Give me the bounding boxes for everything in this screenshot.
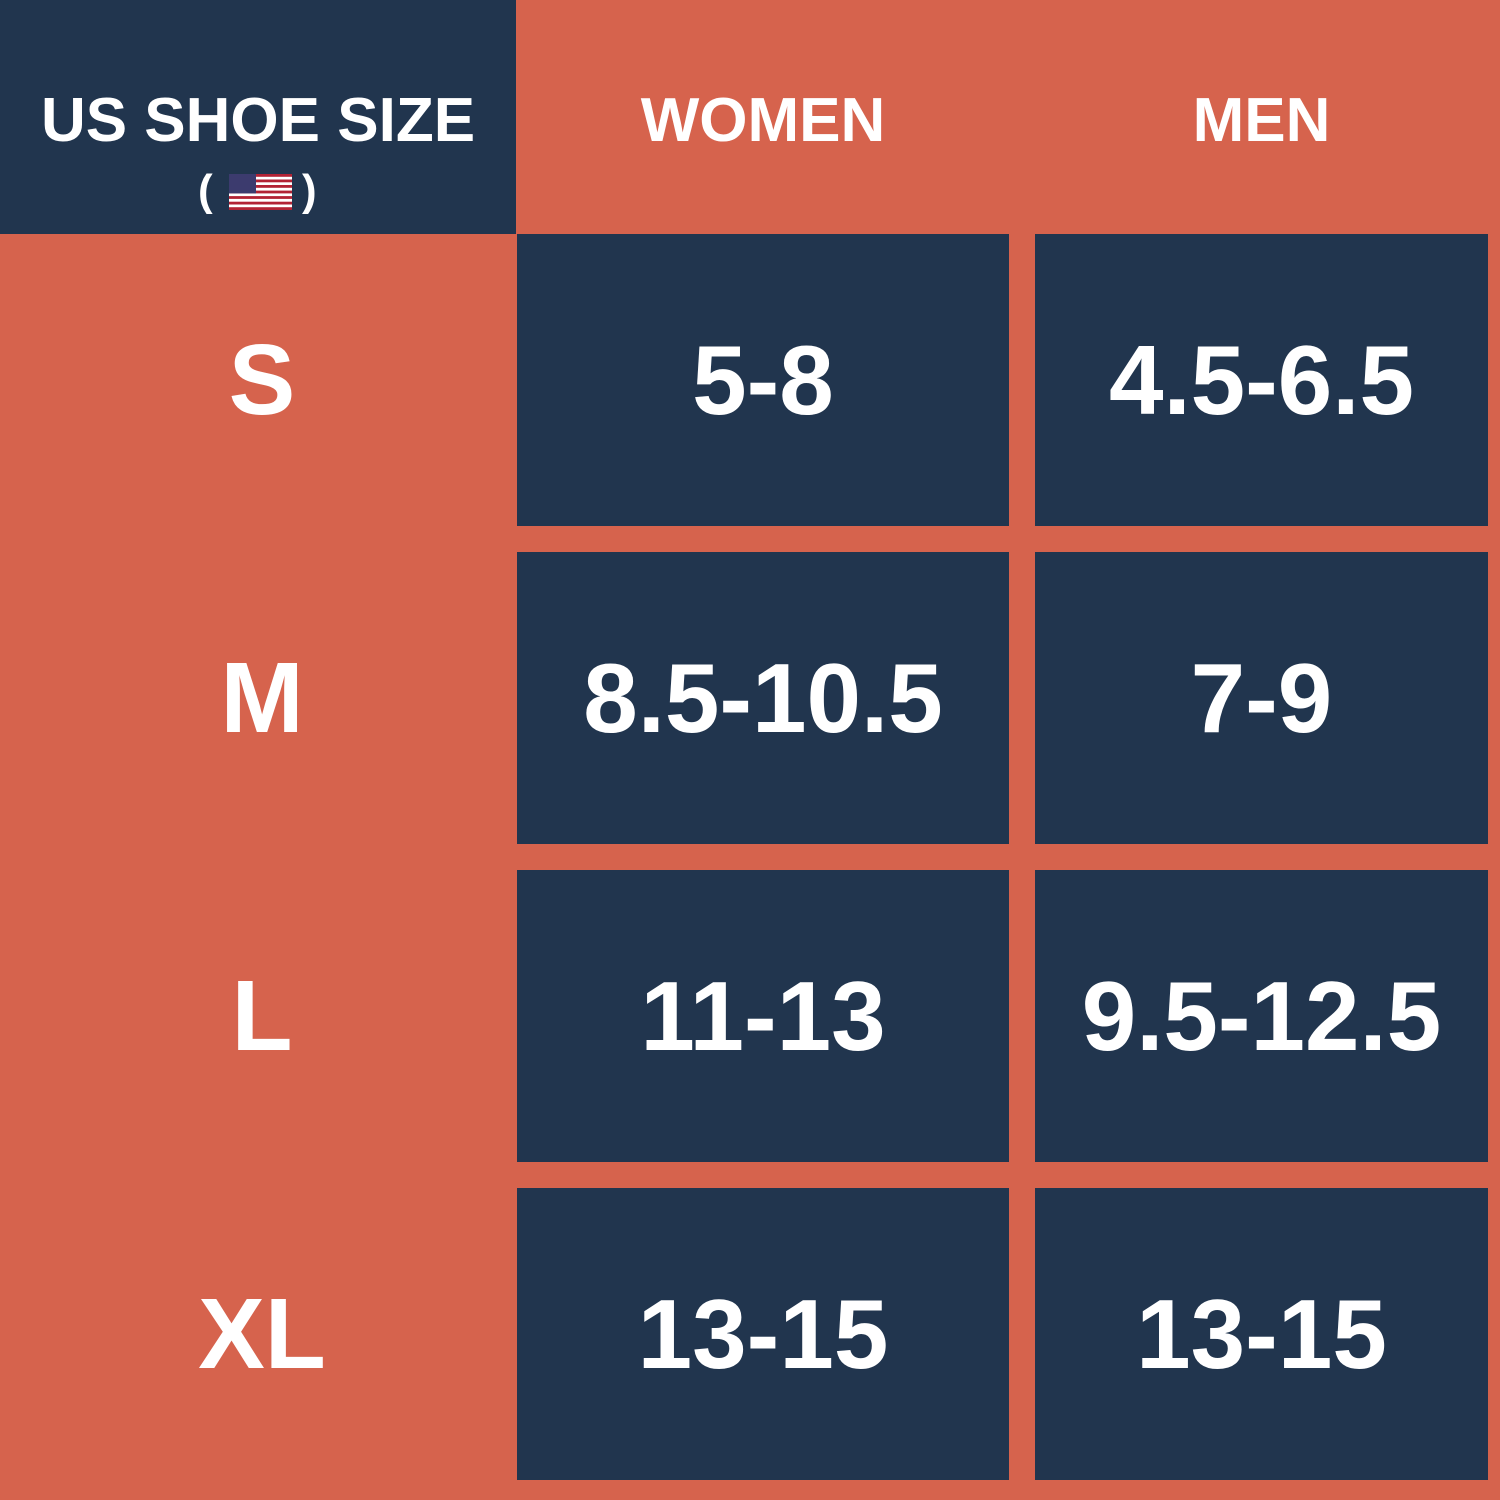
size-cell: 9.5-12.5 — [1035, 870, 1488, 1162]
size-cell: 13-15 — [517, 1188, 1009, 1480]
size-cell: 13-15 — [1035, 1188, 1488, 1480]
size-cell: 5-8 — [517, 234, 1009, 526]
us-flag — [229, 174, 292, 210]
size-cell: 8.5-10.5 — [517, 552, 1009, 844]
size-cell: 4.5-6.5 — [1035, 234, 1488, 526]
row-label: XL — [198, 1277, 326, 1390]
bracket: ) — [302, 166, 317, 215]
size-cell: 7-9 — [1035, 552, 1488, 844]
bracket: ( — [198, 166, 213, 215]
header-title: US SHOE SIZE — [40, 85, 476, 155]
row-label: L — [231, 959, 293, 1072]
row-label: S — [228, 323, 296, 436]
size-cell: 11-13 — [517, 870, 1009, 1162]
row-label: M — [220, 641, 304, 754]
column-header: WOMEN — [640, 85, 886, 155]
column-header: MEN — [1192, 85, 1331, 155]
